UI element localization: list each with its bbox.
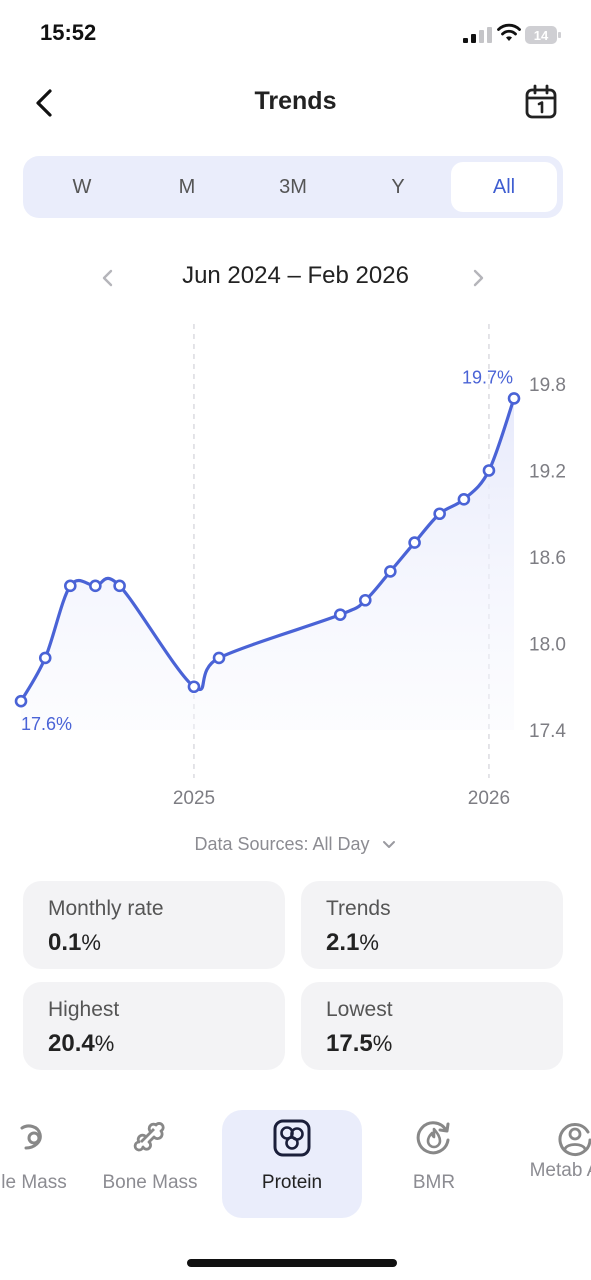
- data-source-selector[interactable]: Data Sources: All Day: [0, 834, 591, 855]
- tab-week[interactable]: W: [72, 176, 92, 198]
- nav-label: Metab Age: [529, 1160, 591, 1181]
- stat-label: Trends: [326, 897, 391, 920]
- data-point: [408, 536, 421, 549]
- period-tabs: W M 3M Y All: [23, 156, 563, 218]
- battery-level: 14: [534, 28, 549, 43]
- nav-item-bmr[interactable]: BMR: [364, 1110, 504, 1218]
- x-tick-label: 2026: [468, 788, 510, 809]
- tab-year[interactable]: Y: [391, 176, 405, 198]
- data-point: [333, 608, 347, 621]
- data-point: [187, 680, 201, 694]
- metabolic-age-icon: [558, 1123, 591, 1156]
- data-point: [482, 464, 496, 477]
- stat-card-monthly-rate: Monthly rate 0.1%: [23, 881, 285, 969]
- data-point: [38, 651, 52, 665]
- data-point: [433, 507, 446, 521]
- chevron-down-icon: [382, 841, 395, 849]
- nav-item-protein[interactable]: Protein: [222, 1110, 362, 1218]
- trend-area: [21, 398, 514, 730]
- back-icon[interactable]: [30, 86, 60, 120]
- home-indicator: [187, 1259, 397, 1267]
- tab-month[interactable]: M: [178, 176, 196, 198]
- cellular-signal-icon: [463, 27, 492, 43]
- x-tick-label: 2025: [173, 788, 215, 809]
- stat-value: 0.1%: [48, 929, 101, 956]
- y-tick-label: 19.2: [529, 462, 566, 483]
- stat-label: Monthly rate: [48, 897, 164, 920]
- stat-card-lowest: Lowest 17.5%: [301, 982, 563, 1070]
- nav-label: Protein: [261, 1172, 323, 1193]
- data-point: [89, 579, 102, 593]
- nav-item-metabolic-age[interactable]: Metab Age: [505, 1110, 591, 1218]
- y-tick-label: 17.4: [529, 721, 566, 742]
- nav-item-muscle-mass[interactable]: le Mass: [0, 1110, 104, 1218]
- y-tick-label: 19.8: [529, 375, 566, 396]
- nav-item-bone-mass[interactable]: Bone Mass: [80, 1110, 220, 1218]
- chevron-right-icon[interactable]: [468, 266, 488, 290]
- data-point: [358, 593, 372, 607]
- y-tick-label: 18.6: [529, 548, 566, 569]
- stat-label: Highest: [48, 998, 120, 1021]
- chevron-left-icon[interactable]: [98, 266, 118, 290]
- end-value-label: 19.7%: [462, 367, 513, 387]
- bmr-icon: [416, 1121, 450, 1155]
- stat-value: 17.5%: [326, 1030, 393, 1057]
- stat-value: 20.4%: [48, 1030, 115, 1057]
- protein-trend-chart: 2025 2026 19.8 19.2 18.6 18.0 17.4 17.6% 19.7%: [14, 324, 566, 809]
- stat-label: Lowest: [326, 998, 393, 1021]
- data-point: [457, 493, 471, 506]
- start-value-label: 17.6%: [21, 714, 72, 734]
- wifi-icon: [497, 23, 521, 41]
- tab-all[interactable]: All: [451, 162, 557, 212]
- stat-card-highest: Highest 20.4%: [23, 982, 285, 1070]
- bone-icon: [133, 1122, 165, 1152]
- protein-icon: [273, 1119, 311, 1157]
- calendar-icon[interactable]: [524, 84, 558, 120]
- data-source-label: Data Sources: All Day: [194, 834, 370, 854]
- stat-card-trends: Trends 2.1%: [301, 881, 563, 969]
- date-range: Jun 2024 – Feb 2026: [182, 262, 409, 289]
- data-point: [507, 392, 521, 405]
- page-title: Trends: [254, 87, 337, 115]
- nav-label: BMR: [412, 1172, 456, 1193]
- stat-value: 2.1%: [326, 929, 379, 956]
- muscle-mass-icon: [20, 1124, 42, 1150]
- data-point: [64, 579, 77, 593]
- battery-icon: 14: [525, 26, 561, 44]
- data-point: [14, 694, 28, 708]
- tab-3-months[interactable]: 3M: [279, 176, 307, 198]
- nav-label: Bone Mass: [102, 1172, 198, 1193]
- status-time: 15:52: [40, 20, 97, 45]
- nav-label: le Mass: [1, 1172, 67, 1193]
- data-point: [212, 651, 226, 665]
- data-point: [384, 565, 397, 578]
- y-tick-label: 18.0: [529, 635, 566, 656]
- trend-line: [19, 396, 516, 703]
- data-point: [113, 579, 126, 593]
